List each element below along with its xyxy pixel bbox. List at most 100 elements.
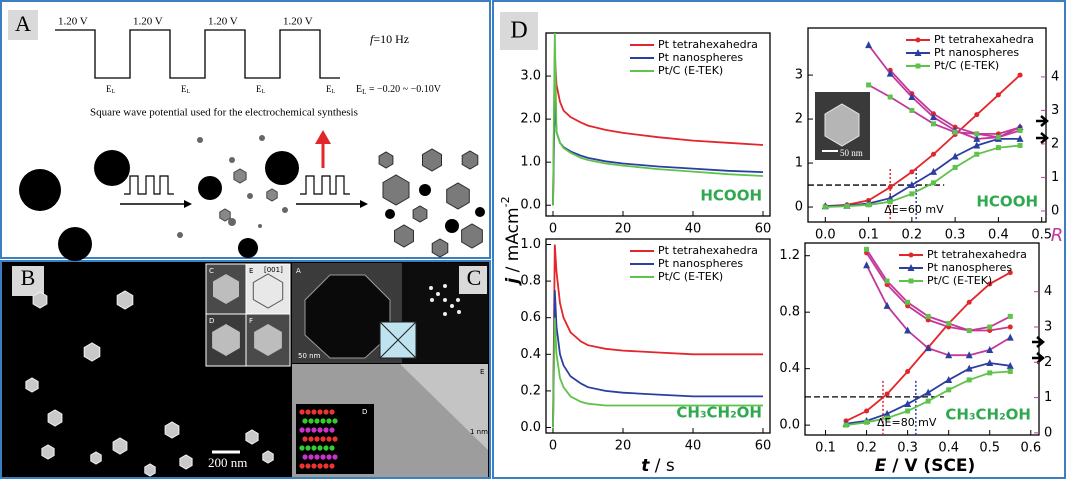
nanocrystal xyxy=(33,292,47,308)
atom xyxy=(317,463,322,468)
scale-label: 50 nm xyxy=(840,148,863,158)
inset-label: E xyxy=(249,267,253,275)
atom xyxy=(299,463,304,468)
inset-label: [001] xyxy=(264,266,283,274)
marker xyxy=(916,64,921,69)
marker xyxy=(905,409,910,414)
inset-label: 1 nm xyxy=(470,428,488,436)
annotation: HCOOH xyxy=(700,187,762,205)
y-tick-label: 2 xyxy=(795,112,803,127)
nanocrystal xyxy=(84,343,100,361)
value: = −0.20 ~ −0.10V xyxy=(366,84,441,95)
diffraction-spot xyxy=(436,292,440,296)
crystal xyxy=(423,149,442,171)
seed-particle xyxy=(238,238,258,258)
marker xyxy=(1008,325,1013,330)
marker xyxy=(1018,73,1023,78)
marker xyxy=(926,399,931,404)
subscript: L xyxy=(112,89,116,95)
y2-tick-label: 0 xyxy=(1051,203,1059,218)
nanocrystal xyxy=(42,445,54,459)
seed-particle xyxy=(198,176,222,200)
inset-label: F xyxy=(249,317,253,325)
superscript: -2 xyxy=(499,196,512,207)
atom xyxy=(317,445,322,450)
nucleus xyxy=(177,232,183,238)
y2-tick-label: 0 xyxy=(1044,425,1052,440)
y-tick-label: 0.2 xyxy=(520,383,541,398)
panel-label: B xyxy=(21,265,36,290)
x-tick-label: 0 xyxy=(549,222,557,237)
marker xyxy=(864,420,869,425)
atom xyxy=(302,454,307,459)
potential-label: 1.20 V xyxy=(133,16,163,28)
atom xyxy=(305,427,310,432)
inset-label: E xyxy=(480,368,484,376)
legend-label: Pt/C (E-TEK) xyxy=(927,274,992,287)
inset-label: D xyxy=(209,317,214,325)
panel-label: C xyxy=(467,265,482,290)
figure: A 1.20 V 1.20 V 1.20 V 1.20 V EL EL EL E… xyxy=(0,0,1066,479)
seed-particle xyxy=(94,150,130,186)
nucleus xyxy=(259,135,265,141)
potential-label: 1.20 V xyxy=(208,16,238,28)
atom xyxy=(332,436,337,441)
x-tick-label: 40 xyxy=(685,222,702,237)
marker xyxy=(931,152,936,157)
x-tick-label: 0 xyxy=(549,439,557,454)
y-tick-label: 1 xyxy=(795,156,803,171)
marker xyxy=(866,202,871,207)
diffraction-spot xyxy=(450,304,454,308)
panel-label: A xyxy=(15,11,31,36)
atom xyxy=(320,418,325,423)
y2-tick-label: 2 xyxy=(1051,136,1059,151)
marker xyxy=(996,135,1001,140)
marker xyxy=(946,321,951,326)
marker xyxy=(844,423,849,428)
marker xyxy=(931,121,936,126)
marker xyxy=(823,205,828,210)
marker xyxy=(885,279,890,284)
diffraction-spot xyxy=(443,312,447,316)
atom xyxy=(308,436,313,441)
x-tick-label: 60 xyxy=(755,439,772,454)
nanocrystal xyxy=(263,451,273,463)
diffraction-spot xyxy=(430,298,434,302)
diffraction-spot xyxy=(443,298,447,302)
y2-tick-label: 4 xyxy=(1044,284,1052,299)
atom xyxy=(320,454,325,459)
subscript: L xyxy=(187,89,191,95)
marker xyxy=(987,325,992,330)
panel-label: D xyxy=(510,18,527,44)
atom xyxy=(299,427,304,432)
y-tick-label: 0.4 xyxy=(520,347,541,362)
potential-label: 1.20 V xyxy=(283,16,313,28)
y-tick-label: 0.4 xyxy=(779,361,800,376)
marker xyxy=(974,131,979,136)
x-tick-label: 0.0 xyxy=(815,228,836,243)
marker xyxy=(967,328,972,333)
y2-tick-label: 3 xyxy=(1051,103,1059,118)
y-tick-label: 0.0 xyxy=(520,198,541,213)
marker xyxy=(953,130,958,135)
value: =10 Hz xyxy=(373,32,409,46)
x-tick-label: 0.5 xyxy=(1031,228,1052,243)
marker xyxy=(996,145,1001,150)
x-tick-label: 20 xyxy=(615,222,632,237)
tem-particle xyxy=(305,275,390,358)
nucleus xyxy=(197,137,203,143)
atom xyxy=(305,463,310,468)
small-crystal xyxy=(220,209,230,221)
atom xyxy=(323,445,328,450)
inset-label: C xyxy=(209,267,214,275)
marker xyxy=(844,204,849,209)
diffraction-spot xyxy=(457,310,461,314)
x-tick-label: 40 xyxy=(685,439,702,454)
marker xyxy=(974,112,979,117)
atom xyxy=(332,454,337,459)
atom xyxy=(314,454,319,459)
marker xyxy=(1008,369,1013,374)
atom xyxy=(299,409,304,414)
x-axis-label: t / s xyxy=(641,456,675,476)
y-tick-label: 0.8 xyxy=(520,274,541,289)
